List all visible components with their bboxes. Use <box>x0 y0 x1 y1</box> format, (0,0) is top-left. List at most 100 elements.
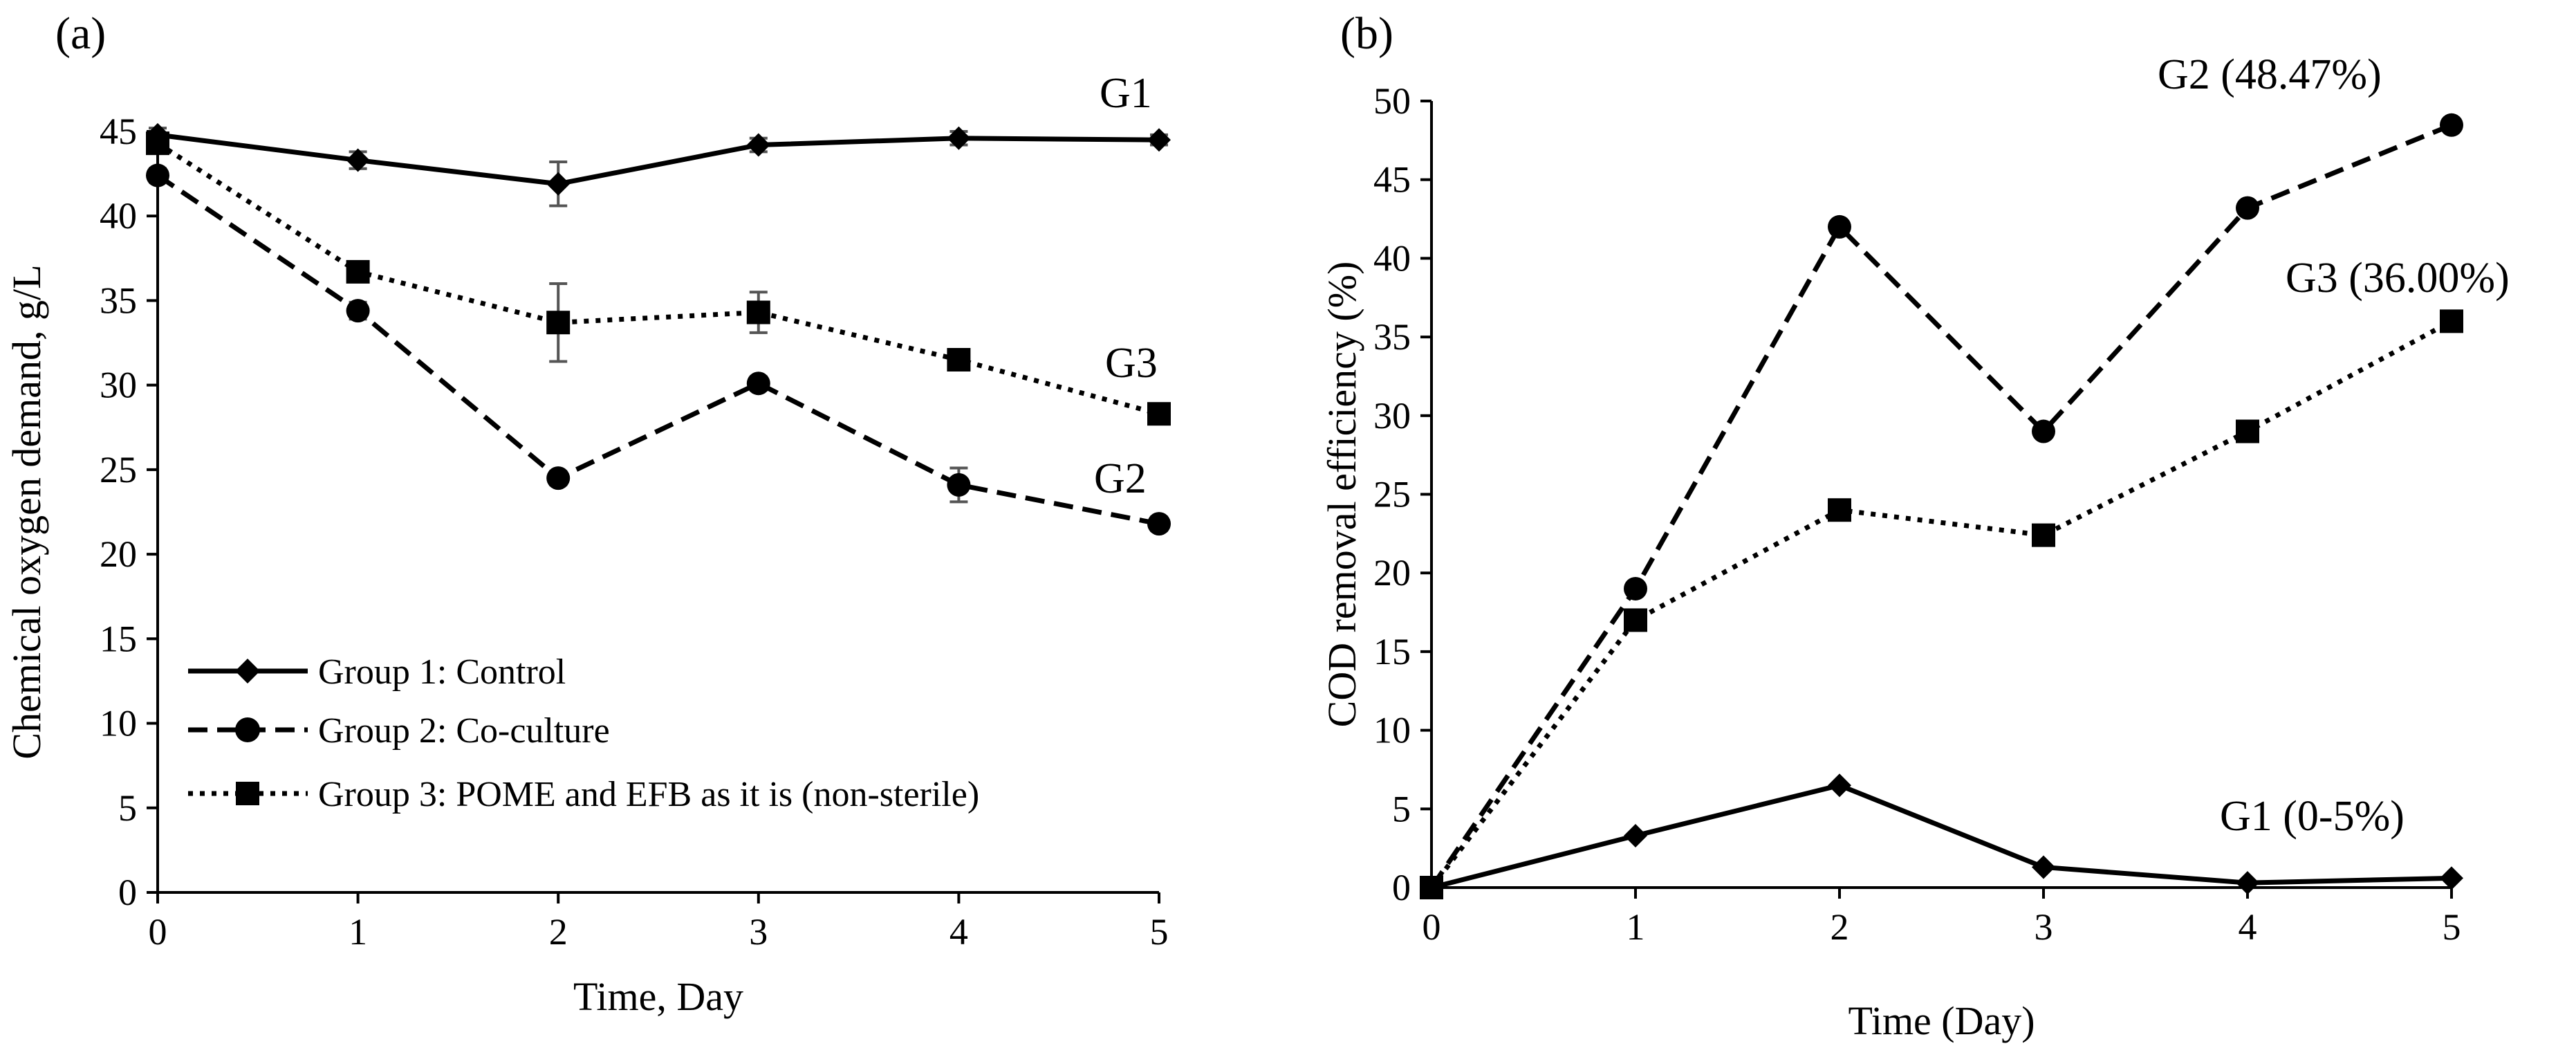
a-series-g1-line <box>157 132 1160 187</box>
a-y-tick-label: 0 <box>118 872 137 913</box>
a-series-g3-point <box>947 348 971 371</box>
a-y-tick-label: 10 <box>100 703 137 744</box>
b-y-tick-label: 15 <box>1373 631 1411 672</box>
b-series-g2-point <box>2236 196 2259 220</box>
b-series-g3-point <box>1420 876 1443 899</box>
a-series-g1-point <box>746 133 770 157</box>
a-series-g2-point <box>146 163 169 187</box>
b-x-tick-label: 1 <box>1627 906 1645 948</box>
a-y-tick-label: 35 <box>100 279 137 321</box>
a-series-g2-point <box>1147 512 1171 536</box>
a-series-g3-point <box>346 259 370 284</box>
legend-diamond-marker <box>235 659 260 684</box>
a-series-g3-point <box>546 311 571 335</box>
a-y-tick-label: 40 <box>100 195 137 237</box>
a-series-g3 <box>146 131 1171 426</box>
a-series-g1-point <box>1147 128 1171 152</box>
b-annotation-g1: G1 (0-5%) <box>2220 793 2404 840</box>
b-series-g3-point <box>2440 309 2463 333</box>
b-series-g3-point <box>1828 498 1851 522</box>
b-x-axis-title: Time (Day) <box>1848 998 2035 1043</box>
a-series-g1-point <box>546 172 571 196</box>
legend: Group 1: Control Group 2: Co-culture Gro… <box>188 652 979 814</box>
b-x-tick-label: 5 <box>2443 906 2461 948</box>
b-series-g3-point <box>2236 419 2259 443</box>
a-annotation-g3: G3 <box>1105 340 1158 387</box>
a-annotation-g1: G1 <box>1100 70 1152 117</box>
a-series-g1-point <box>947 126 971 150</box>
a-x-tick-label: 2 <box>549 911 568 953</box>
b-y-tick-label: 0 <box>1392 867 1411 908</box>
a-series-g2-point <box>947 473 971 497</box>
a-series-g2-point <box>346 299 370 323</box>
b-y-tick-label: 25 <box>1373 474 1411 515</box>
b-y-axis-title: COD removal efficiency (%) <box>1319 262 1364 728</box>
legend-label-g2: Group 2: Co-culture <box>318 711 610 751</box>
b-series-g3-line <box>1429 319 2453 890</box>
b-y-tick-label: 45 <box>1373 159 1411 201</box>
legend-label-g3: Group 3: POME and EFB as it is (non-ster… <box>318 775 979 814</box>
a-y-tick-label: 30 <box>100 365 137 406</box>
b-y-tick-label: 50 <box>1373 80 1411 122</box>
b-y-tick-label: 35 <box>1373 316 1411 358</box>
b-series-g3-point <box>1624 608 1647 632</box>
a-y-axis-title: Chemical oxygen demand, g/L <box>4 264 49 759</box>
legend-circle-marker <box>235 717 260 742</box>
a-series-g2-line <box>156 173 1160 526</box>
legend-square-marker <box>236 782 259 805</box>
b-annotation-g2: G2 (48.47%) <box>2158 51 2382 98</box>
a-series-g3-point <box>146 131 169 156</box>
a-series-g3-line <box>156 141 1160 416</box>
a-series-g3-point <box>746 300 770 324</box>
a-series-g1-point <box>346 148 370 172</box>
a-y-tick-label: 45 <box>100 111 137 152</box>
b-series-g2-point <box>2032 419 2055 443</box>
b-series-g1-point <box>2440 866 2463 890</box>
b-x-tick-label: 3 <box>2035 906 2053 948</box>
legend-label-g1: Group 1: Control <box>318 652 566 692</box>
a-y-tick-label: 5 <box>118 787 137 829</box>
a-series <box>146 122 1171 536</box>
b-series-g2-line <box>1429 122 2453 889</box>
b-y-tick-label: 10 <box>1373 710 1411 751</box>
a-x-tick-label: 0 <box>149 911 167 953</box>
a-x-tick-label: 3 <box>749 911 768 953</box>
panel-label-a: (a) <box>55 8 106 59</box>
b-series-g2 <box>1420 113 2463 899</box>
b-series-g1-point <box>1624 823 1647 847</box>
panel-label-b: (b) <box>1340 8 1393 59</box>
a-x-tick-label: 4 <box>949 911 968 953</box>
b-y-tick-label: 5 <box>1392 788 1411 829</box>
b-y-tick-label: 30 <box>1373 395 1411 437</box>
a-y-tick-label: 25 <box>100 449 137 490</box>
a-x-tick-label: 5 <box>1150 911 1169 953</box>
b-series <box>1420 113 2463 899</box>
b-series-g1-point <box>1828 773 1851 798</box>
b-series-g3-point <box>2032 523 2055 547</box>
b-series-g1-point <box>2032 855 2055 879</box>
b-series-g2-point <box>1624 576 1647 600</box>
a-y-tick-label: 20 <box>100 533 137 575</box>
b-series-g2-point <box>1828 214 1851 239</box>
b-annotation-g3: G3 (36.00%) <box>2286 255 2510 302</box>
a-x-axis-title: Time, Day <box>573 974 743 1019</box>
a-series-g1 <box>146 122 1171 208</box>
a-x-tick-label: 1 <box>349 911 367 953</box>
a-y-tick-label: 15 <box>100 618 137 659</box>
b-y-tick-label: 20 <box>1373 552 1411 594</box>
a-series-g3-point <box>1147 402 1171 426</box>
b-series-g1-point <box>2236 871 2259 895</box>
a-annotation-g2: G2 <box>1094 455 1147 502</box>
b-series-g1-line <box>1431 782 2452 890</box>
b-x-tick-label: 2 <box>1831 906 1849 948</box>
a-series-g2 <box>146 163 1171 536</box>
b-x-tick-label: 4 <box>2239 906 2257 948</box>
b-series-g2-point <box>2440 113 2463 137</box>
a-series-g2-point <box>746 371 770 396</box>
b-series-g3 <box>1420 309 2463 899</box>
a-series-g2-point <box>546 466 571 490</box>
b-y-tick-label: 40 <box>1373 237 1411 279</box>
